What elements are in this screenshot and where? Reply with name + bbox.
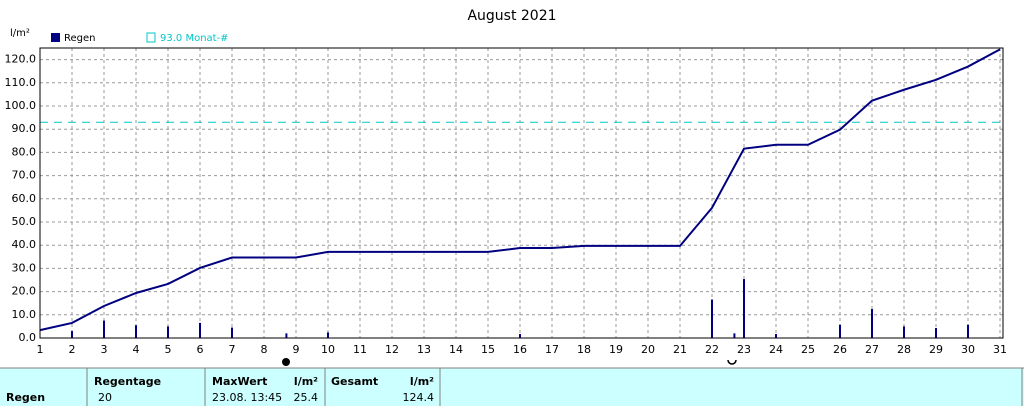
bar	[967, 324, 969, 338]
x-tick-label: 16	[513, 343, 527, 356]
x-tick-label: 28	[897, 343, 911, 356]
table-cell: 23.08. 13:45	[212, 391, 282, 404]
bar	[733, 333, 736, 338]
y-tick-label: 120.0	[5, 53, 37, 66]
x-tick-label: 5	[165, 343, 172, 356]
table-bg	[0, 368, 1024, 406]
bar	[103, 320, 105, 338]
y-tick-label: 90.0	[12, 122, 37, 135]
x-tick-label: 8	[261, 343, 268, 356]
x-tick-label: 15	[481, 343, 495, 356]
legend-swatch	[51, 33, 60, 42]
x-tick-label: 14	[449, 343, 463, 356]
x-tick-label: 31	[993, 343, 1007, 356]
table-cell: 20	[98, 391, 112, 404]
bar	[71, 331, 73, 338]
y-tick-label: 40.0	[12, 238, 37, 251]
x-tick-label: 18	[577, 343, 591, 356]
table-cell: 25.4	[294, 391, 319, 404]
legend-swatch	[146, 32, 156, 43]
y-tick-label: 0.0	[19, 331, 37, 344]
bar	[285, 333, 288, 338]
table-header: l/m²	[294, 375, 318, 388]
y-tick-label: 100.0	[5, 99, 37, 112]
legend-label: 93.0 Monat-#	[160, 33, 229, 44]
table-header: MaxWert	[212, 375, 267, 388]
table-header: Regentage	[94, 375, 161, 388]
x-tick-label: 20	[641, 343, 655, 356]
bar	[167, 326, 169, 338]
y-axis-label: l/m²	[10, 28, 30, 39]
y-tick-label: 110.0	[5, 76, 37, 89]
bar	[135, 325, 137, 338]
x-tick-label: 2	[69, 343, 76, 356]
bar	[871, 309, 873, 338]
x-tick-label: 7	[229, 343, 236, 356]
plot-frame	[39, 47, 1004, 339]
x-tick-label: 4	[133, 343, 140, 356]
y-tick-label: 30.0	[12, 261, 37, 274]
bar	[519, 334, 521, 338]
x-tick-label: 3	[101, 343, 108, 356]
bar	[711, 299, 713, 338]
bar	[775, 334, 777, 338]
x-tick-label: 29	[929, 343, 943, 356]
x-tick-label: 21	[673, 343, 687, 356]
table-lines	[0, 367, 1024, 406]
moon-icon	[282, 358, 290, 366]
table-cell: 124.4	[403, 391, 435, 404]
x-tick-label: 10	[321, 343, 335, 356]
bar	[199, 322, 201, 338]
y-tick-label: 10.0	[12, 308, 37, 321]
y-tick-label: 70.0	[12, 169, 37, 182]
x-tick-label: 30	[961, 343, 975, 356]
bar	[935, 328, 937, 338]
x-tick-label: 25	[801, 343, 815, 356]
x-tick-label: 22	[705, 343, 719, 356]
moon-icon	[727, 359, 737, 365]
x-tick-label: 6	[197, 343, 204, 356]
table-header: Gesamt	[331, 375, 378, 388]
x-tick-label: 12	[385, 343, 399, 356]
y-tick-label: 50.0	[12, 215, 37, 228]
x-tick-label: 27	[865, 343, 879, 356]
cumulative-line	[39, 48, 1001, 332]
x-tick-label: 9	[293, 343, 300, 356]
x-tick-label: 23	[737, 343, 751, 356]
bar	[743, 279, 745, 338]
bar	[903, 326, 905, 338]
bar	[839, 324, 841, 338]
x-tick-label: 17	[545, 343, 559, 356]
x-tick-label: 11	[353, 343, 367, 356]
table-row-label: Regen	[6, 391, 45, 404]
x-tick-label: 24	[769, 343, 783, 356]
y-tick-label: 20.0	[12, 285, 37, 298]
bar	[231, 327, 233, 338]
x-tick-label: 26	[833, 343, 847, 356]
x-tick-label: 13	[417, 343, 431, 356]
table-header: l/m²	[410, 375, 434, 388]
y-tick-label: 60.0	[12, 192, 37, 205]
chart-title: August 2021	[467, 8, 556, 24]
y-tick-label: 80.0	[12, 145, 37, 158]
x-tick-label: 19	[609, 343, 623, 356]
bar	[327, 332, 329, 338]
x-tick-label: 1	[37, 343, 44, 356]
legend-label: Regen	[64, 33, 96, 44]
